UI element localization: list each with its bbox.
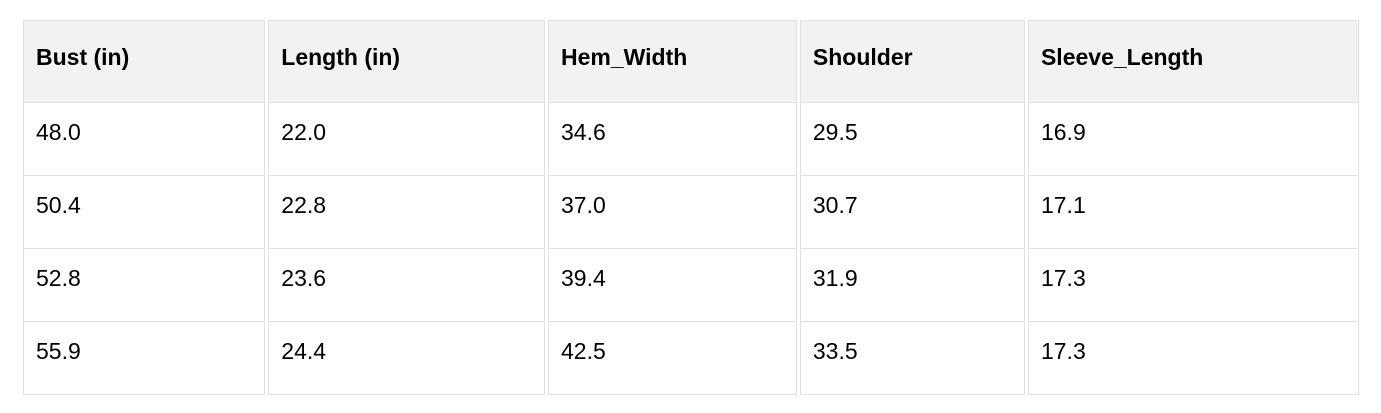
cell-hem-width: 42.5 (547, 322, 797, 395)
table-body: 48.0 22.0 34.6 29.5 16.9 50.4 22.8 37.0 … (23, 103, 1359, 395)
column-header-sleeve-length: Sleeve_Length (1027, 20, 1359, 103)
cell-sleeve-length: 17.1 (1027, 176, 1359, 249)
column-header-bust: Bust (in) (23, 20, 266, 103)
cell-bust: 48.0 (23, 103, 266, 176)
column-header-length: Length (in) (268, 20, 545, 103)
table-row: 52.8 23.6 39.4 31.9 17.3 (23, 249, 1359, 322)
column-header-shoulder: Shoulder (799, 20, 1025, 103)
cell-sleeve-length: 17.3 (1027, 322, 1359, 395)
cell-length: 22.8 (268, 176, 545, 249)
cell-length: 23.6 (268, 249, 545, 322)
cell-hem-width: 39.4 (547, 249, 797, 322)
cell-hem-width: 37.0 (547, 176, 797, 249)
header-row: Bust (in) Length (in) Hem_Width Shoulder… (23, 20, 1359, 103)
cell-shoulder: 31.9 (799, 249, 1025, 322)
column-header-hem-width: Hem_Width (547, 20, 797, 103)
cell-sleeve-length: 16.9 (1027, 103, 1359, 176)
cell-shoulder: 33.5 (799, 322, 1025, 395)
table-row: 48.0 22.0 34.6 29.5 16.9 (23, 103, 1359, 176)
table-header: Bust (in) Length (in) Hem_Width Shoulder… (23, 20, 1359, 103)
table-row: 50.4 22.8 37.0 30.7 17.1 (23, 176, 1359, 249)
size-chart-table: Bust (in) Length (in) Hem_Width Shoulder… (20, 20, 1362, 395)
cell-shoulder: 30.7 (799, 176, 1025, 249)
cell-length: 24.4 (268, 322, 545, 395)
cell-bust: 52.8 (23, 249, 266, 322)
cell-shoulder: 29.5 (799, 103, 1025, 176)
cell-hem-width: 34.6 (547, 103, 797, 176)
table-row: 55.9 24.4 42.5 33.5 17.3 (23, 322, 1359, 395)
cell-length: 22.0 (268, 103, 545, 176)
cell-sleeve-length: 17.3 (1027, 249, 1359, 322)
cell-bust: 50.4 (23, 176, 266, 249)
cell-bust: 55.9 (23, 322, 266, 395)
